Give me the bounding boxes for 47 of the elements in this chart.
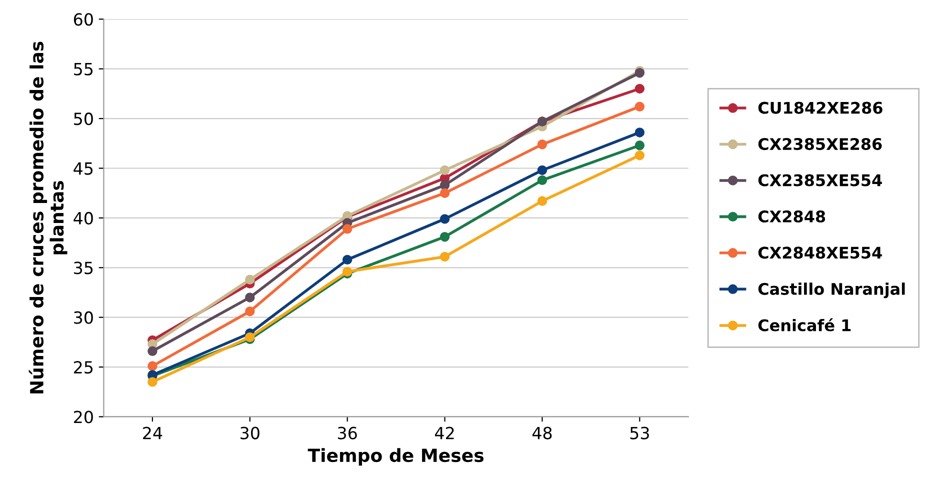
- y-tick-label: 30: [74, 311, 93, 324]
- point: [440, 180, 450, 190]
- y-tick-label: 40: [74, 212, 93, 225]
- point: [537, 175, 548, 186]
- point: [440, 252, 450, 262]
- x-tick-label: 30: [240, 426, 260, 440]
- y-tick-label: 50: [74, 112, 93, 126]
- point: [342, 224, 352, 234]
- legend-label: CX2385XE286: [758, 138, 882, 150]
- legend-label: CU1842XE286: [758, 102, 882, 114]
- legend-label: CX2848: [758, 210, 826, 223]
- x-tick-label: 42: [434, 426, 454, 440]
- point: [634, 150, 645, 160]
- x-axis-title: Tiempo de Meses: [308, 448, 484, 466]
- y-tick-label: 60: [74, 13, 93, 26]
- point: [440, 232, 450, 242]
- y-axis-title: Número de cruces promedio de las plantas: [28, 42, 68, 394]
- y-tick-label: 45: [74, 162, 93, 175]
- point: [634, 102, 645, 112]
- x-tick-label: 24: [143, 426, 162, 440]
- point: [148, 377, 158, 387]
- y-tick-label: 25: [74, 360, 93, 374]
- x-tick-label: 53: [630, 426, 649, 440]
- point: [245, 292, 255, 302]
- y-tick-label: 35: [74, 262, 93, 274]
- point: [634, 128, 645, 138]
- y-tick-label: 55: [74, 63, 93, 76]
- point: [342, 254, 352, 265]
- y-tick-label: 20: [74, 410, 93, 424]
- point: [537, 165, 548, 176]
- point: [634, 84, 645, 94]
- legend-label: Castillo Naranjal: [758, 282, 905, 298]
- x-tick-label: 48: [532, 426, 552, 440]
- point: [537, 140, 548, 150]
- point: [440, 214, 450, 224]
- legend-label: CX2385XE554: [758, 174, 882, 186]
- point: [148, 346, 158, 356]
- point: [440, 188, 450, 198]
- point: [245, 274, 255, 284]
- point: [537, 196, 548, 206]
- x-tick-label: 36: [338, 426, 357, 440]
- point: [440, 165, 450, 176]
- legend-label: Cenicafé 1: [758, 318, 851, 332]
- point: [634, 140, 645, 150]
- point: [245, 306, 255, 316]
- point: [148, 361, 158, 371]
- legend-label: CX2848XE554: [758, 246, 882, 259]
